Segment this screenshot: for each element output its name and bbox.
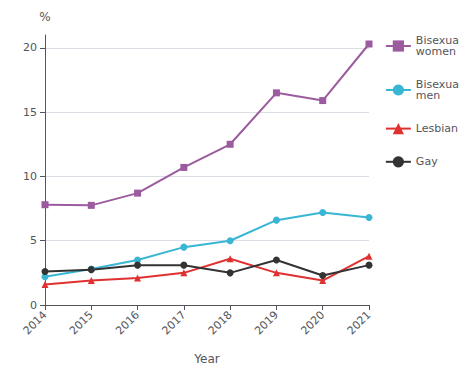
svg-text:20: 20	[23, 41, 37, 54]
svg-text:0: 0	[30, 299, 37, 312]
svg-text:men: men	[416, 89, 440, 102]
svg-text:Bisexua: Bisexua	[415, 34, 459, 47]
svg-text:%: %	[39, 10, 50, 24]
svg-text:2019: 2019	[252, 308, 281, 337]
svg-text:Year: Year	[193, 352, 219, 366]
svg-text:5: 5	[30, 234, 37, 247]
svg-text:2018: 2018	[206, 308, 235, 337]
svg-text:Lesbian: Lesbian	[416, 122, 458, 135]
svg-text:women: women	[416, 45, 456, 58]
svg-text:2014: 2014	[21, 308, 50, 337]
svg-text:Gay: Gay	[416, 155, 438, 168]
svg-text:2021: 2021	[345, 308, 374, 337]
svg-text:2016: 2016	[113, 308, 142, 337]
svg-text:2020: 2020	[298, 308, 327, 337]
svg-text:2017: 2017	[159, 308, 188, 337]
svg-text:Bisexua: Bisexua	[415, 78, 459, 91]
svg-text:2015: 2015	[67, 308, 96, 337]
svg-text:10: 10	[23, 170, 37, 183]
svg-text:15: 15	[23, 106, 37, 119]
